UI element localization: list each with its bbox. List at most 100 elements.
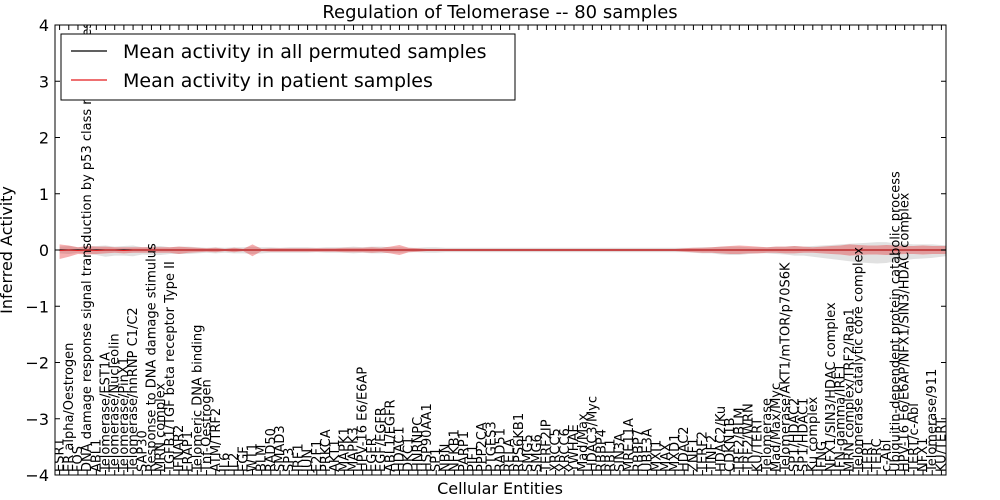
y-tick-label: 1 <box>39 185 49 204</box>
category-label: KU/TERT <box>934 418 949 472</box>
legend-label-permuted: Mean activity in all permuted samples <box>123 41 486 63</box>
category-label: NFX1/SIN3/HDAC complex <box>824 302 839 472</box>
category-label: TINF2 <box>705 435 720 473</box>
category-label: RBBP7 <box>631 429 646 472</box>
category-label: Tnf-Oestrogen <box>200 379 215 473</box>
category-label: RELA <box>503 438 518 472</box>
category-label: PRKCA <box>319 429 334 472</box>
category-label: FOS <box>71 446 86 472</box>
category-label: UBE3A <box>640 428 655 472</box>
category-label: IL6 <box>218 453 233 472</box>
category-label: SMAD3 <box>273 425 288 472</box>
y-tick-label: 4 <box>39 16 49 35</box>
category-label: BLM <box>255 445 270 472</box>
category-label: Telomerase/PinX1 <box>117 357 132 473</box>
category-label: Telomerase <box>760 398 775 473</box>
y-tick-label: −2 <box>25 354 49 373</box>
category-label: IRF1 <box>291 443 306 472</box>
category-label: JUN <box>301 449 316 473</box>
legend: Mean activity in all permuted samples Me… <box>60 33 516 101</box>
category-label: SIN3A <box>613 433 628 472</box>
category-label: AKT1 <box>328 439 343 472</box>
category-label: HDAC1 <box>392 426 407 472</box>
category-label: Mad/Max/Myc <box>769 383 784 472</box>
legend-label-patient: Mean activity in patient samples <box>123 70 433 92</box>
category-label: SP1/HDAC1 <box>797 398 812 472</box>
category-label: MAPK1 <box>337 427 352 472</box>
category-label: E2F1 <box>310 440 325 472</box>
category-label: MAX <box>659 443 674 472</box>
category-label: Ubiquitin-dependent protein catabolic pr… <box>888 171 903 472</box>
category-label: HSP90AA1 <box>420 403 435 472</box>
category-label: Telomerase/hnRNP C1/C2 <box>126 307 141 473</box>
category-label: IFN-gamma/IRF1 <box>833 364 848 472</box>
category-label: Telomerase/EST1A <box>99 352 114 473</box>
category-label: RAD51 <box>494 428 509 472</box>
category-label: Telomeric DNA binding <box>190 325 205 473</box>
x-axis-title: Cellular Entities <box>437 479 563 498</box>
category-label: TERF2IP <box>539 419 554 473</box>
category-label: SAP30 <box>135 430 150 472</box>
category-label: FRAP1 <box>181 431 196 472</box>
category-label: EGFR <box>365 437 380 472</box>
y-tick-label: 0 <box>39 241 49 260</box>
category-label: TERC <box>870 438 885 473</box>
category-label: Response to DNA damage stimulus <box>144 243 159 472</box>
category-label: HDAC3/Myc <box>585 396 600 472</box>
category-label: EGF/EGFR <box>374 407 389 472</box>
series-lines <box>59 249 946 252</box>
chart-title: Regulation of Telomerase -- 80 samples <box>322 2 677 23</box>
category-label: TERT/c-Abl <box>907 403 922 473</box>
category-label: MAPK3 <box>347 427 362 472</box>
category-label: MRE11A <box>622 418 637 472</box>
category-label: XRCC6 <box>558 428 573 472</box>
category-label: SMG6 <box>530 434 545 472</box>
category-label: SP1 <box>429 448 444 472</box>
category-label: ESR1 <box>53 438 68 472</box>
category-label: RBBP4 <box>595 429 610 472</box>
category-label: MXD1 <box>668 434 683 472</box>
confidence-bands <box>59 242 946 264</box>
legend-box <box>60 33 516 101</box>
band-series-0 <box>59 242 946 264</box>
category-label: TRF2/BLM <box>732 408 747 473</box>
category-label: ATM/TRF2 <box>209 408 224 472</box>
category-label: HDAC2 <box>677 426 692 472</box>
y-axis-title: Inferred Activity <box>0 186 16 314</box>
category-label: ABL1/EGFR <box>383 399 398 472</box>
y-tick-label: 3 <box>39 72 49 91</box>
category-label: IL2 <box>227 453 242 472</box>
category-label: KU/TERT <box>751 418 766 472</box>
category-label: RAD50 <box>264 428 279 472</box>
category-label: PARP1 <box>457 431 472 472</box>
category-label: NBN <box>438 444 453 472</box>
category-label: RBL1 <box>604 439 619 472</box>
category-label: Mad/Max <box>576 413 591 472</box>
category-label: RPS6KB1 <box>512 413 527 472</box>
category-label: XRCC5 <box>549 428 564 472</box>
category-label: TRF2/WRN <box>742 403 757 473</box>
category-label: Telomerase/911 <box>925 369 940 473</box>
category-label: EGF <box>236 446 251 472</box>
category-label: HPV-16 E6/E6AP <box>356 367 371 472</box>
category-label: NFX1 <box>916 438 931 472</box>
category-label: ZNF1 <box>686 438 701 472</box>
category-label: TERT <box>861 440 876 473</box>
x-axis <box>59 25 942 475</box>
band-series-1 <box>59 244 946 259</box>
category-label: IFNG <box>815 441 830 472</box>
category-label: HDAC2/Ku <box>714 406 729 472</box>
category-label: c-Abl <box>879 440 894 472</box>
category-label: ER alpha/Oestrogen <box>62 343 77 472</box>
category-label: DKC1 <box>402 437 417 472</box>
category-label: IFNAR2 <box>172 425 187 472</box>
category-label: PIF1 <box>466 445 481 472</box>
category-label: DNA damage response signal transduction … <box>80 0 95 472</box>
category-label: SP1/HDAC2 <box>787 398 802 472</box>
category-label: MRN complex/TRF2/Rap1 <box>843 308 858 472</box>
category-label: YWHAE <box>567 424 582 473</box>
y-tick-label: −3 <box>25 410 49 429</box>
category-label: Telomerase/Nucleolin <box>108 333 123 473</box>
